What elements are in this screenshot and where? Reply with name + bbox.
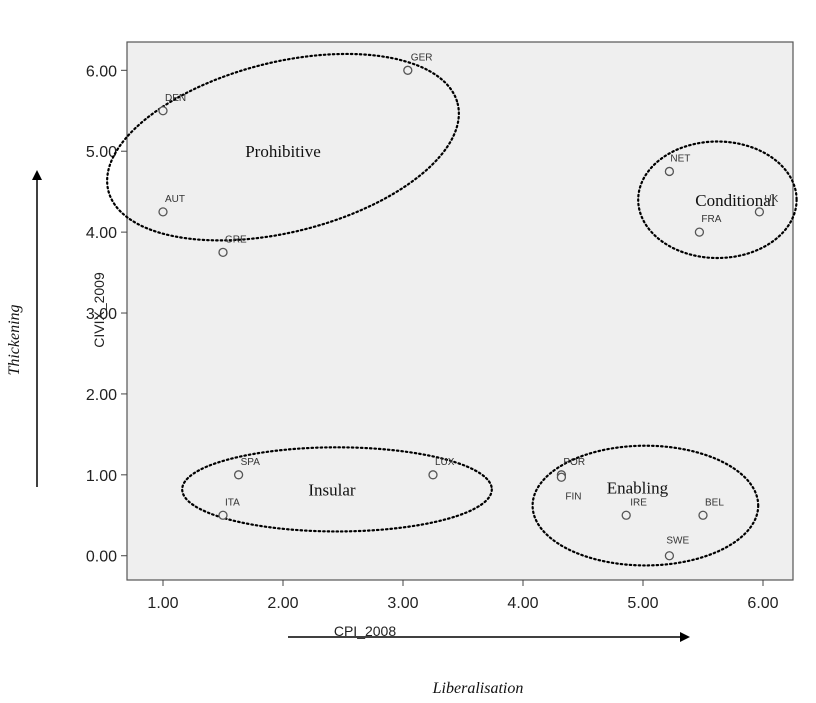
y-axis-title: CIVIX_2009 (91, 272, 107, 348)
point-label-ita: ITA (225, 497, 240, 508)
cluster-label-conditional: Conditional (695, 191, 776, 210)
y-tick-label: 2.00 (86, 387, 117, 404)
x-tick-label: 6.00 (747, 595, 778, 612)
point-net (664, 166, 675, 177)
y-tick-label: 1.00 (86, 468, 117, 485)
y-tick-label: 4.00 (86, 225, 117, 242)
point-label-por: POR (563, 457, 585, 468)
point-label-den: DEN (165, 93, 186, 104)
x-axis-title: CPI_2008 (334, 623, 396, 639)
point-label-uk: UK (764, 194, 778, 205)
point-swe (664, 551, 675, 561)
point-uk (754, 207, 765, 217)
point-label-gre: GRE (225, 234, 247, 245)
point-ita (218, 510, 228, 520)
point-spa (233, 470, 244, 480)
point-ire (621, 510, 631, 520)
y-tick-label: 5.00 (86, 144, 117, 161)
cluster-ellipse-conditional (637, 140, 798, 260)
cluster-label-prohibitive: Prohibitive (245, 142, 321, 161)
point-label-lux: LUX (435, 457, 455, 468)
x-tick-label: 5.00 (627, 595, 658, 612)
y-axis: 0.00 1.00 2.00 3.00 4.00 5.00 6.00 (86, 63, 127, 566)
point-label-ire: IRE (630, 497, 647, 508)
liberalisation-label: Liberalisation (432, 680, 524, 697)
plot-area (126, 41, 794, 581)
point-fin (556, 472, 567, 482)
point-ger (403, 65, 413, 75)
point-label-fin: FIN (565, 491, 581, 502)
cluster-label-insular: Insular (308, 480, 356, 499)
cluster-label-enabling: Enabling (607, 479, 669, 498)
x-tick-label: 4.00 (507, 595, 538, 612)
thickening-label: Thickening (6, 304, 23, 375)
point-label-aut: AUT (165, 194, 185, 205)
point-label-ger: GER (411, 52, 433, 63)
cluster-ellipse-prohibitive (106, 52, 460, 242)
point-label-swe: SWE (666, 536, 689, 547)
cluster-ellipse-insular (181, 446, 493, 533)
point-bel (698, 510, 708, 520)
y-tick-label: 6.00 (86, 63, 117, 80)
point-label-net: NET (670, 153, 690, 164)
data-points: GER DEN AUT GRE NET UK FRA SPA ITA LUX POR FIN IRE BE… (158, 52, 779, 561)
x-tick-label: 3.00 (387, 595, 418, 612)
point-label-bel: BEL (705, 497, 724, 508)
thickening-arrowhead (32, 170, 42, 180)
point-gre (218, 247, 228, 257)
point-lux (428, 470, 438, 480)
x-axis: 1.00 2.00 3.00 4.00 5.00 6.00 (147, 580, 779, 612)
point-label-spa: SPA (241, 457, 261, 468)
point-den (158, 106, 168, 116)
x-tick-label: 2.00 (267, 595, 298, 612)
point-aut (158, 207, 168, 217)
y-tick-label: 0.00 (86, 549, 117, 566)
y-tick-label: 3.00 (86, 306, 117, 323)
point-label-fra: FRA (701, 214, 721, 225)
x-tick-label: 1.00 (147, 595, 178, 612)
cluster-group: Prohibitive Conditional Insular Enabling (106, 52, 798, 567)
cluster-ellipse-enabling (531, 444, 760, 567)
point-fra (694, 227, 705, 237)
liberalisation-arrowhead (680, 632, 690, 642)
